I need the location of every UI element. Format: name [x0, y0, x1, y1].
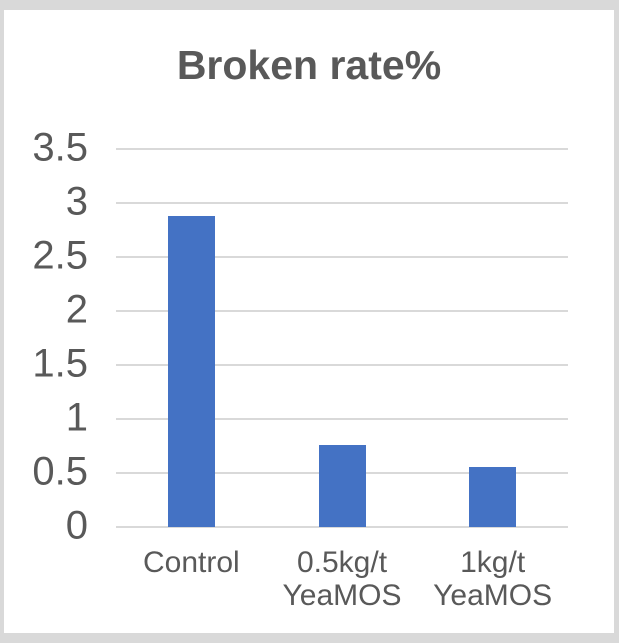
x-axis-category-label: Control	[101, 546, 281, 579]
gridline	[116, 202, 568, 204]
y-axis-tick-label: 2.5	[32, 233, 88, 278]
x-axis-category-label: 0.5kg/t YeaMOS	[252, 546, 432, 612]
gridline	[116, 364, 568, 366]
gridline	[116, 310, 568, 312]
bar-control	[167, 215, 215, 527]
y-axis-tick-label: 2	[65, 287, 88, 332]
y-axis-tick-label: 1.5	[32, 341, 88, 386]
x-axis-category-label-line: 1kg/t	[460, 546, 526, 579]
x-axis-category-label-line: YeaMOS	[282, 579, 402, 612]
y-axis-tick-label: 0.5	[32, 449, 88, 494]
y-axis-tick-label: 3.5	[32, 125, 88, 170]
gridline	[116, 256, 568, 258]
bar-0-5kg-t-yeamos	[318, 444, 366, 527]
bar-1kg-t-yeamos	[469, 466, 517, 527]
chart-title: Broken rate%	[176, 42, 442, 88]
y-axis-tick-label: 0	[65, 503, 88, 548]
gridline	[116, 148, 568, 150]
x-axis-category-label: 1kg/t YeaMOS	[403, 546, 583, 612]
y-axis-tick-label: 3	[65, 179, 88, 224]
x-axis-category-label-line: Control	[142, 546, 240, 579]
x-axis-category-label-line: 0.5kg/t	[296, 546, 388, 579]
y-axis-tick-label: 1	[65, 395, 88, 440]
chart-card: Broken rate% 0 0.5 1 1.5 2 2.5 3 3.5 Control 0.5k…	[4, 10, 614, 633]
gridline	[116, 526, 568, 528]
gridline	[116, 418, 568, 420]
x-axis-category-label-line: YeaMOS	[433, 579, 553, 612]
